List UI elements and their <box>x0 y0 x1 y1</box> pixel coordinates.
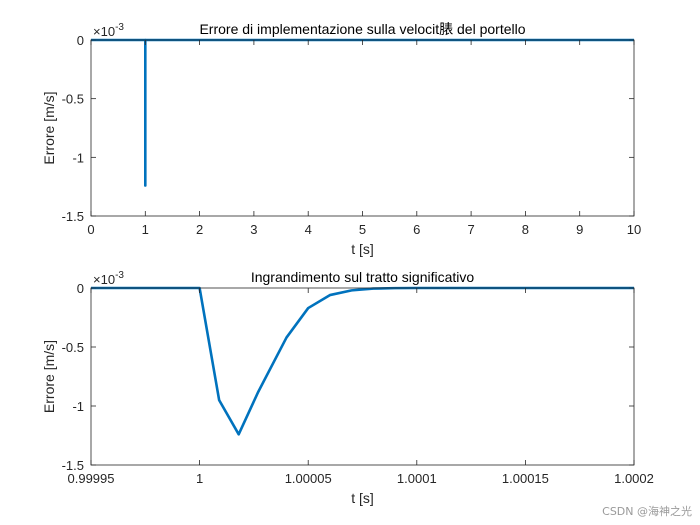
chart-1-y-tick-label: -1 <box>72 150 84 165</box>
chart-1-y-exponent: -3 <box>115 22 124 33</box>
chart-2-axes-box <box>90 287 635 466</box>
chart-2-y-exponent-label: ×10-3 <box>93 270 124 287</box>
chart-2-x-tick-label: 0.99995 <box>68 471 115 486</box>
chart-1-title: Errore di implementazione sulla velocit脿… <box>199 21 525 37</box>
chart-2-title: Ingrandimento sul tratto significativo <box>251 269 475 285</box>
chart-2-y-tick-label: -1 <box>72 399 84 414</box>
chart-2-y-tick-label: -1.5 <box>62 458 84 473</box>
chart-2-x-tick-label: 1.0001 <box>397 471 437 486</box>
chart-1-x-tick-label: 9 <box>576 222 583 237</box>
chart-1-x-tick-label: 3 <box>250 222 257 237</box>
chart-2-x-tick-label: 1.00005 <box>285 471 332 486</box>
chart-1-y-axis-label: Errore [m/s] <box>41 91 57 164</box>
chart-2-x-tick-label: 1.00015 <box>502 471 549 486</box>
chart-2-y-exponent: -3 <box>115 270 124 281</box>
chart-1-y-exponent-label: ×10-3 <box>93 22 124 39</box>
chart-1-x-tick-label: 6 <box>413 222 420 237</box>
chart-1-x-tick-label: 1 <box>142 222 149 237</box>
chart-1-y-tick-label: 0 <box>77 33 84 48</box>
chart-1-x-tick-label: 8 <box>522 222 529 237</box>
chart-1-x-tick-label: 10 <box>627 222 641 237</box>
chart-2-plot-area <box>91 288 634 465</box>
watermark: CSDN @海神之光 <box>602 505 692 518</box>
chart-2-x-axis-label: t [s] <box>351 490 374 506</box>
chart-2-y-axis-label: Errore [m/s] <box>41 340 57 413</box>
chart-1-x-axis-label: t [s] <box>351 241 374 257</box>
chart-1-x-tick-label: 5 <box>359 222 366 237</box>
chart-2-y-tick-label: 0 <box>77 281 84 296</box>
chart-1-y-tick-label: -1.5 <box>62 209 84 224</box>
chart-1-y-tick-label: -0.5 <box>62 92 84 107</box>
chart-1-x-tick-label: 7 <box>467 222 474 237</box>
chart-1-x-tick-label: 2 <box>196 222 203 237</box>
chart-2-y-tick-label: -0.5 <box>62 340 84 355</box>
chart-1-x-tick-label: 4 <box>305 222 312 237</box>
chart-1-plot-area <box>91 40 634 216</box>
chart-1-x-tick-label: 0 <box>87 222 94 237</box>
chart-2-x-tick-label: 1 <box>196 471 203 486</box>
chart-2-x-tick-label: 1.0002 <box>614 471 654 486</box>
